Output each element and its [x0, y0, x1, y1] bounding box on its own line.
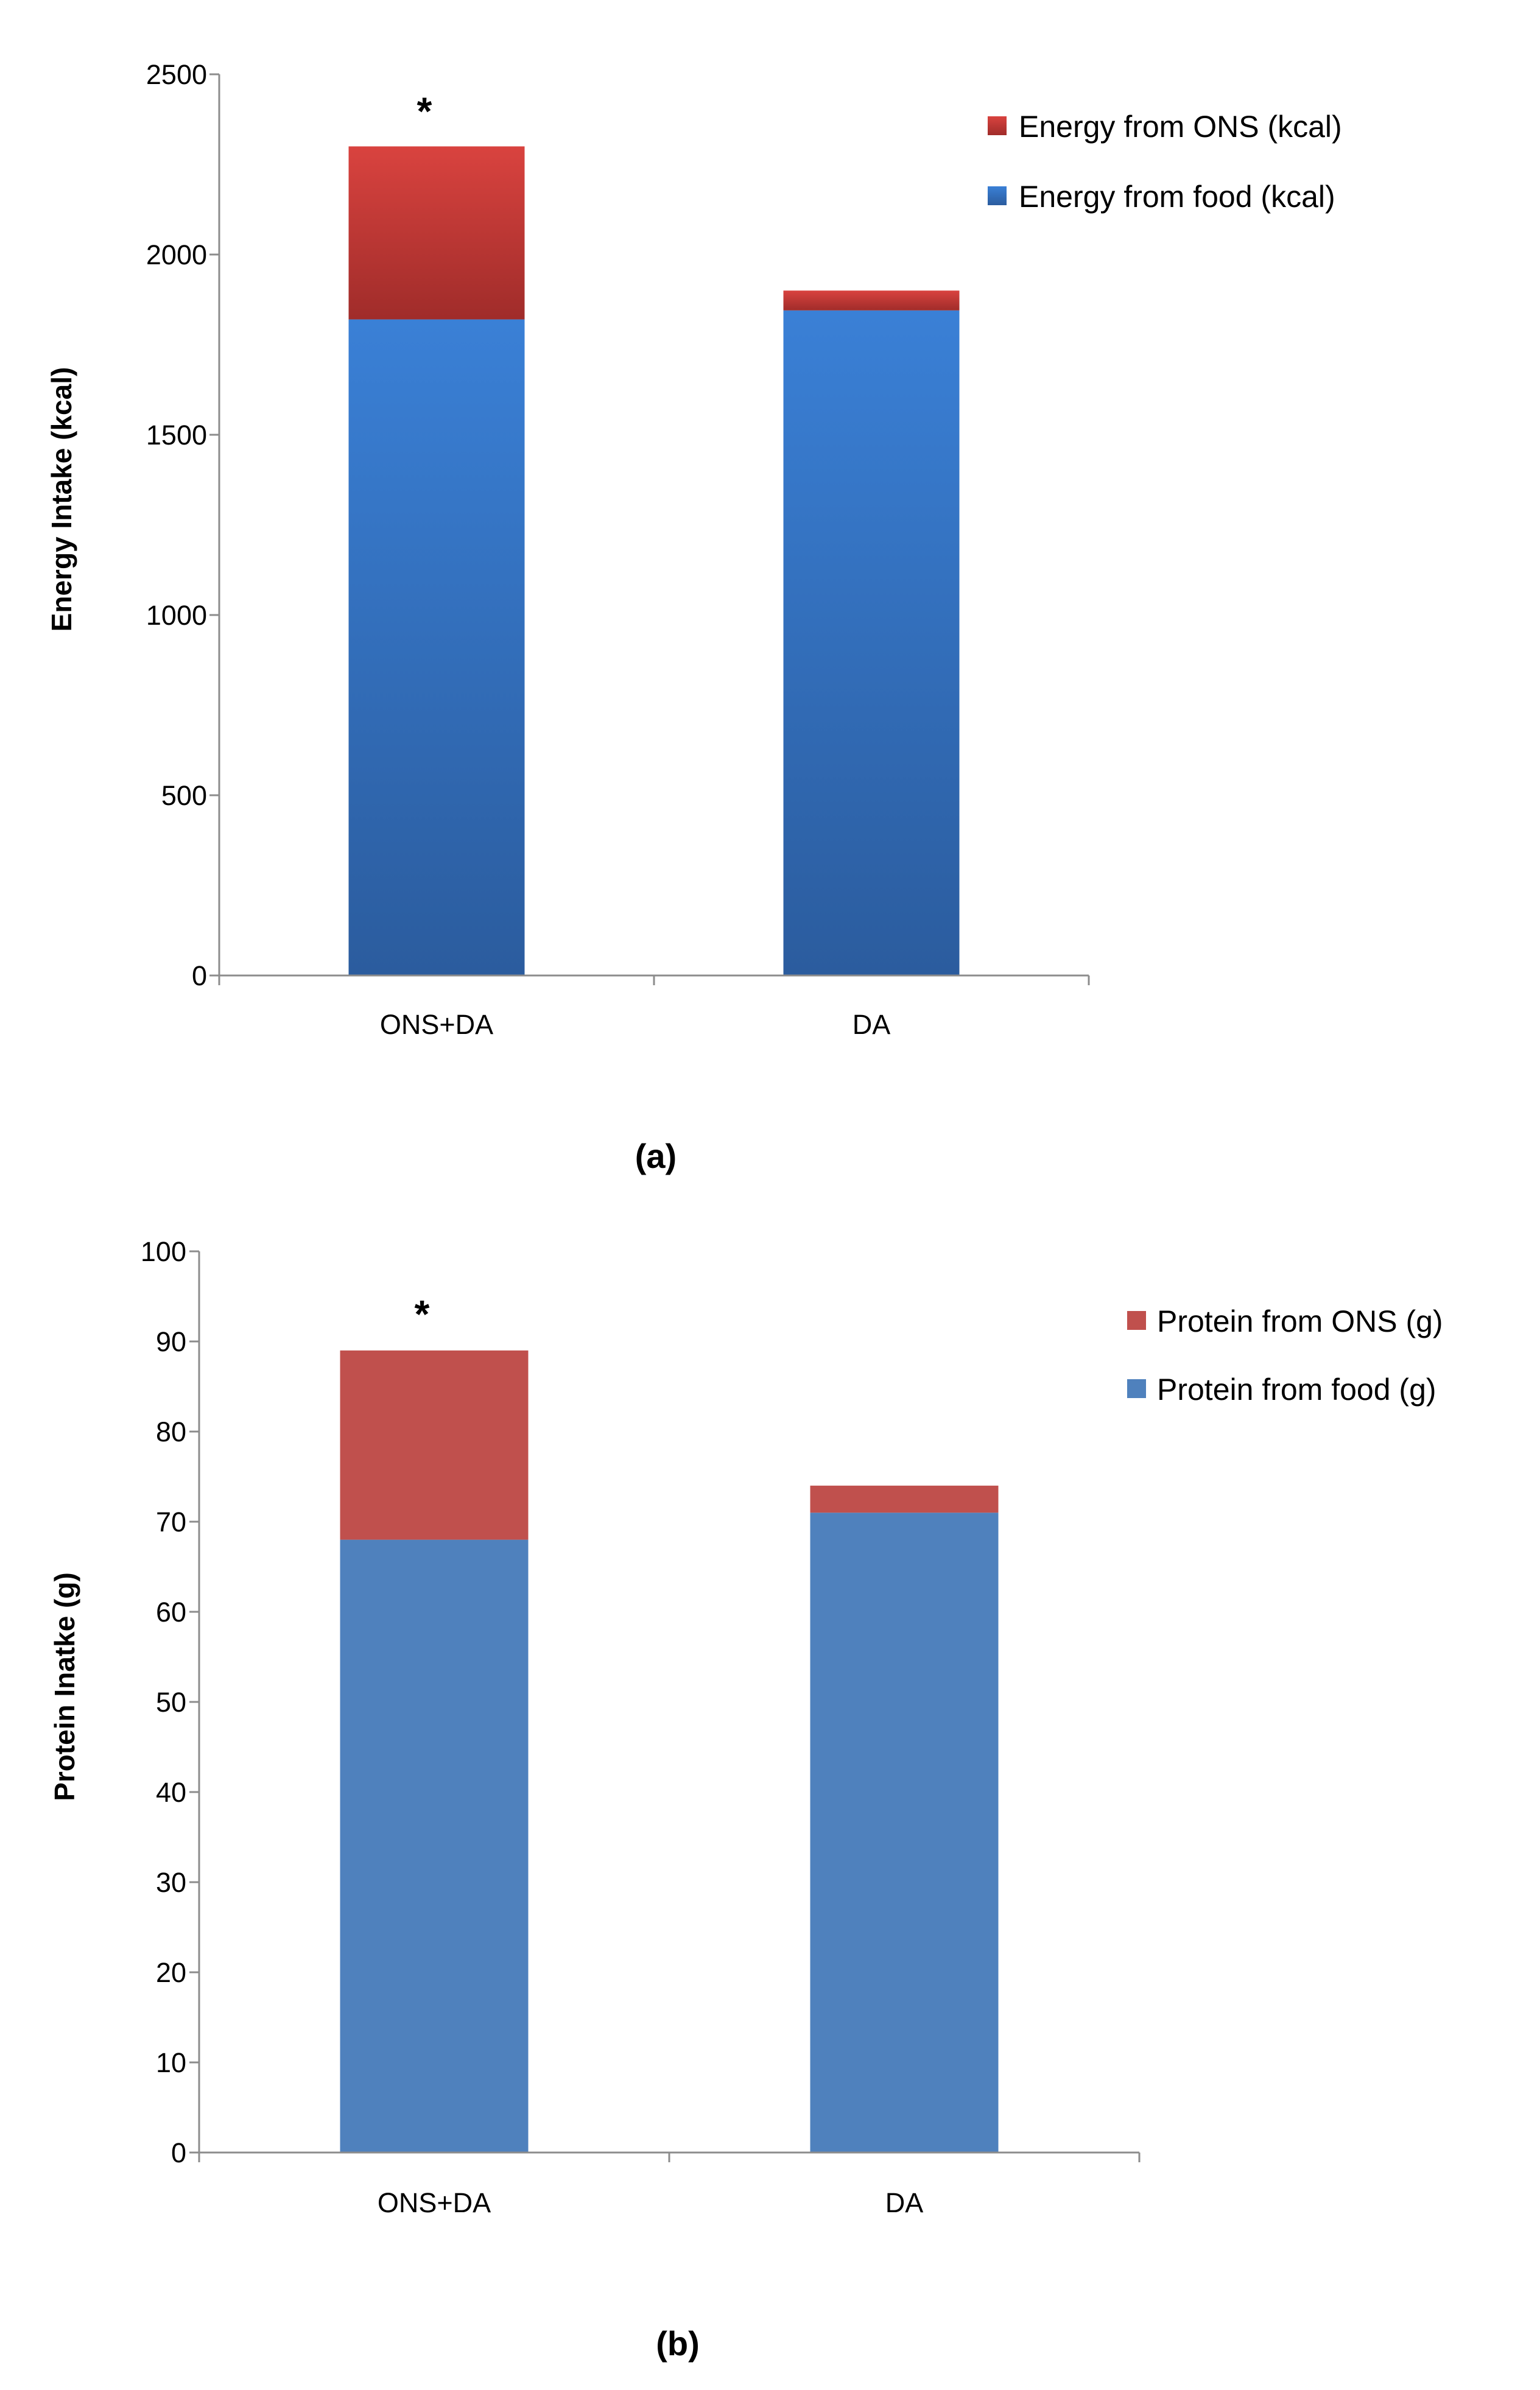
protein-bars [340, 1350, 999, 2153]
protein-y-tick-label: 70 [156, 1506, 186, 1538]
protein-legend-label-food: Protein from food (g) [1157, 1372, 1436, 1407]
protein-bar-food-ons-da [340, 1539, 529, 2153]
energy-y-tick-label: 0 [192, 960, 207, 991]
protein-significance-marker: * [415, 1292, 430, 1336]
protein-y-tick-label: 50 [156, 1687, 186, 1718]
energy-axes [218, 74, 1090, 985]
protein-panel-label: (b) [656, 2324, 700, 2363]
energy-bar-food-ons-da [348, 319, 525, 975]
energy-intake-chart: 0 500 1000 1500 2000 2500 ONS+DA DA * Energy I… [46, 59, 1342, 1175]
energy-x-category-label: ONS+DA [380, 1009, 493, 1040]
protein-bar-ons-da [810, 1485, 999, 1513]
energy-x-categories: ONS+DA DA [380, 1009, 890, 1040]
protein-y-tick-label: 90 [156, 1326, 186, 1357]
energy-legend-label-ons: Energy from ONS (kcal) [1019, 110, 1342, 144]
protein-y-tick-label: 80 [156, 1416, 186, 1447]
energy-bars [348, 146, 960, 975]
protein-y-tick-label: 60 [156, 1597, 186, 1628]
protein-y-ticks: 0 10 20 30 40 50 60 70 80 90 100 [141, 1236, 199, 2168]
protein-legend: Protein from ONS (g) Protein from food (… [1127, 1304, 1443, 1407]
energy-x-category-label: DA [853, 1009, 891, 1040]
protein-bar-ons-ons-da [340, 1350, 529, 1540]
protein-legend-label-ons: Protein from ONS (g) [1157, 1304, 1443, 1338]
energy-y-axis-title: Energy Intake (kcal) [46, 367, 77, 632]
energy-significance-marker: * [417, 89, 432, 133]
protein-y-tick-label: 40 [156, 1777, 186, 1808]
energy-bar-food-da [783, 310, 960, 975]
energy-legend-label-food: Energy from food (kcal) [1019, 180, 1335, 214]
energy-panel-label: (a) [635, 1137, 677, 1175]
energy-y-tick-label: 2000 [146, 239, 207, 270]
protein-y-tick-label: 10 [156, 2047, 186, 2078]
protein-y-axis-title: Protein Inatke (g) [49, 1572, 80, 1801]
energy-bar-ons-da [783, 290, 960, 311]
energy-y-tick-label: 2500 [146, 59, 207, 90]
energy-y-ticks: 0 500 1000 1500 2000 2500 [146, 59, 219, 991]
energy-legend: Energy from ONS (kcal) Energy from food … [988, 110, 1342, 214]
energy-bar-ons-ons-da [348, 146, 525, 320]
energy-y-tick-label: 1000 [146, 600, 207, 631]
protein-x-category-label: DA [885, 2187, 924, 2218]
protein-legend-swatch-ons [1127, 1311, 1146, 1330]
protein-annotations: * [415, 1292, 430, 1336]
protein-x-category-label: ONS+DA [378, 2187, 491, 2218]
protein-y-tick-label: 0 [171, 2137, 186, 2168]
protein-x-categories: ONS+DA DA [378, 2187, 923, 2218]
protein-legend-swatch-food [1127, 1379, 1146, 1398]
energy-legend-swatch-food [988, 186, 1007, 205]
energy-y-tick-label: 1500 [146, 420, 207, 451]
energy-legend-swatch-ons [988, 116, 1007, 135]
energy-annotations: * [417, 89, 432, 133]
energy-y-tick-label: 500 [161, 780, 207, 811]
protein-y-tick-label: 100 [141, 1236, 186, 1267]
protein-y-tick-label: 30 [156, 1867, 186, 1898]
protein-y-tick-label: 20 [156, 1957, 186, 1988]
protein-bar-food-da [810, 1513, 999, 2153]
protein-intake-chart: 0 10 20 30 40 50 60 70 80 90 100 ONS+DA DA * Protei… [49, 1236, 1443, 2363]
